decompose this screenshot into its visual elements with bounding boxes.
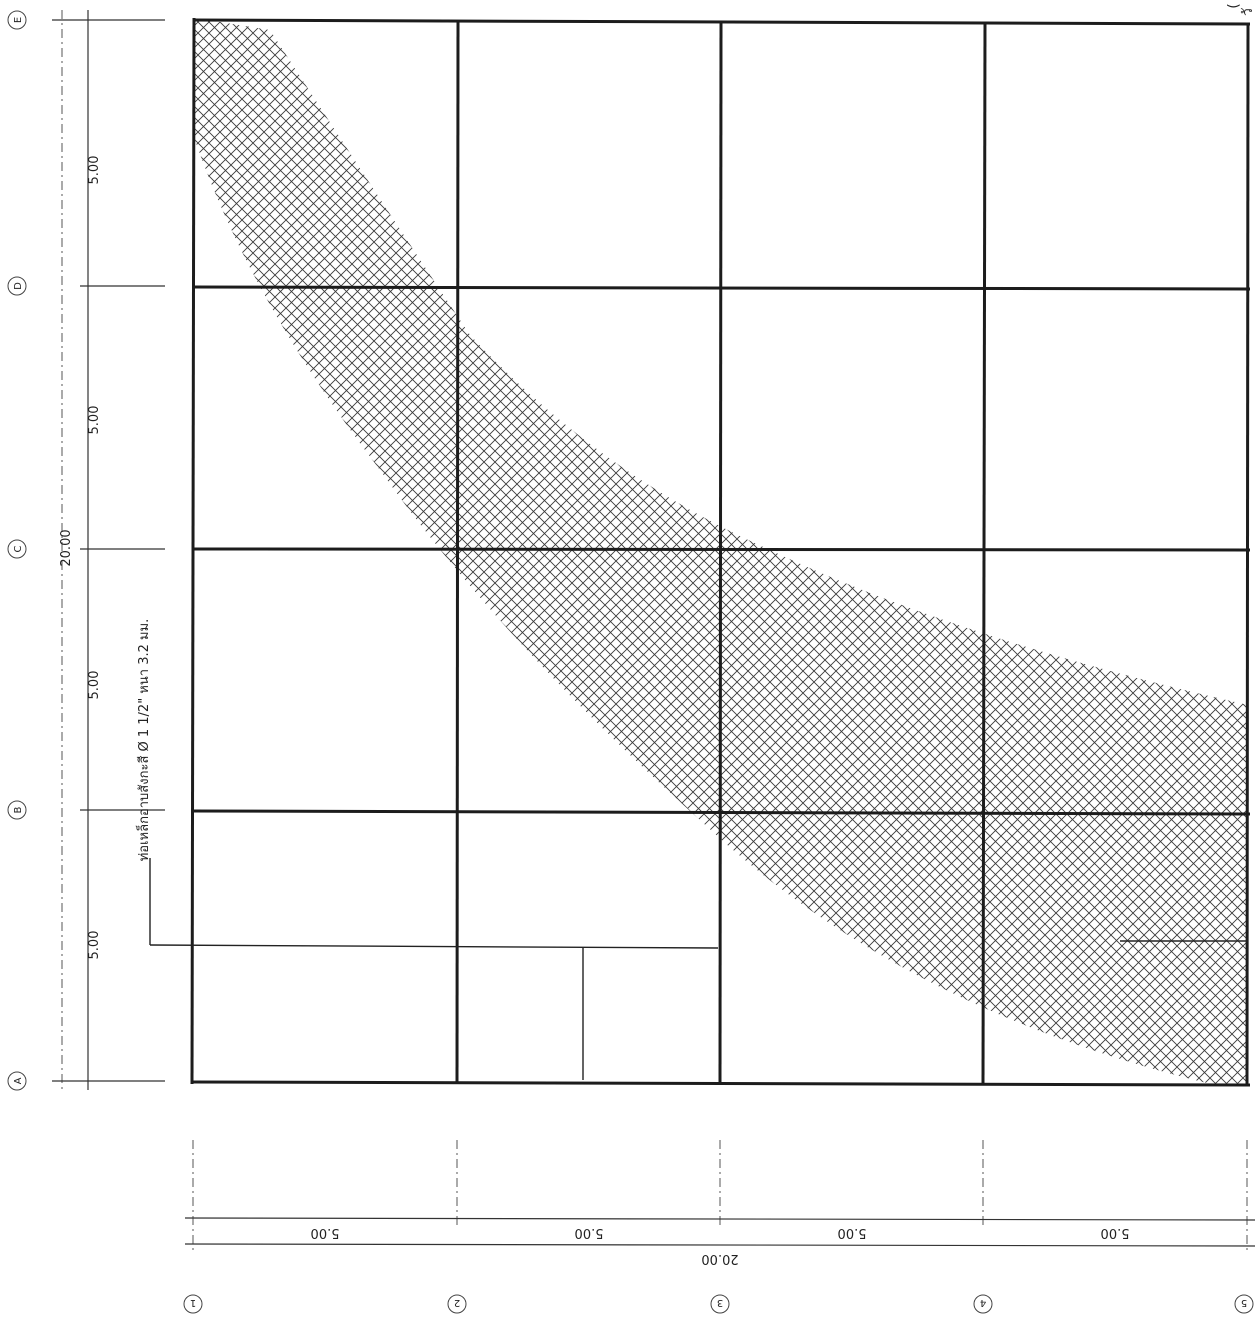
column-axis-3: 3 xyxy=(710,1294,730,1314)
left-dimension-chain: 5.00 5.00 5.00 5.00 20.00 ท่อเหล็กอาบสัง… xyxy=(52,10,152,1090)
grid-line-col-5 xyxy=(1245,22,1250,1087)
grid-line-col-1 xyxy=(190,17,196,1085)
structural-grid xyxy=(100,17,1251,1087)
left-bay-label-2: 5.00 xyxy=(87,406,102,435)
pipe-leader xyxy=(149,858,1248,1080)
bottom-bay-label-4: 5.00 xyxy=(1101,1225,1130,1240)
column-axis-5: 5 xyxy=(1234,1294,1254,1314)
left-bay-label-3: 5.00 xyxy=(87,671,102,700)
column-axis-label-1: 1 xyxy=(190,1297,196,1308)
row-axis-label-a: A xyxy=(13,1077,24,1084)
row-axis-label-e: E xyxy=(13,17,24,23)
grid-line-col-2 xyxy=(455,19,460,1085)
corner-note-2: วั xyxy=(1240,8,1255,16)
grid-line-col-3 xyxy=(718,20,723,1086)
left-total-label: 20.00 xyxy=(59,529,74,566)
column-axis-label-5: 5 xyxy=(1241,1297,1247,1308)
left-bay-label-4: 5.00 xyxy=(87,931,102,960)
row-axis-e: E xyxy=(7,10,27,30)
bottom-bay-label-3: 5.00 xyxy=(838,1225,867,1240)
column-axis-label-3: 3 xyxy=(717,1297,723,1308)
row-axis-d: D xyxy=(7,276,27,296)
column-axis-label-4: 4 xyxy=(980,1297,986,1308)
grid-line-col-4 xyxy=(981,21,987,1086)
column-axis-4: 4 xyxy=(973,1294,993,1314)
bottom-bay-label-1: 5.00 xyxy=(311,1225,340,1240)
column-axis-label-2: 2 xyxy=(454,1297,460,1308)
row-axis-c: C xyxy=(7,539,27,559)
bottom-total-label: 20.00 xyxy=(701,1251,738,1266)
row-axis-label-d: D xyxy=(13,282,24,290)
pipe-note: ท่อเหล็กอาบสังกะสี Ø 1 1/2" หนา 3.2 มม. xyxy=(134,619,152,862)
left-bay-label-1: 5.00 xyxy=(87,156,102,185)
bottom-dimension-chain: 5.00 5.00 5.00 5.00 20.00 xyxy=(184,1140,1255,1266)
pipe-leader-horizontal xyxy=(149,944,719,949)
column-axis-1: 1 xyxy=(183,1294,203,1314)
row-axis-b: B xyxy=(7,800,27,820)
row-axis-bubbles: E D C B A xyxy=(7,10,27,1091)
column-axis-bubbles: 1 2 3 4 5 xyxy=(183,1294,1254,1314)
bottom-bay-dimension-line xyxy=(184,1217,1255,1221)
bottom-total-dimension-line xyxy=(184,1243,1255,1247)
row-axis-a: A xyxy=(7,1071,27,1091)
row-axis-label-b: B xyxy=(13,806,24,813)
column-axis-2: 2 xyxy=(447,1294,467,1314)
bottom-bay-label-2: 5.00 xyxy=(575,1225,604,1240)
corner-note-1: ( xyxy=(1226,3,1242,8)
row-axis-label-c: C xyxy=(13,545,24,552)
